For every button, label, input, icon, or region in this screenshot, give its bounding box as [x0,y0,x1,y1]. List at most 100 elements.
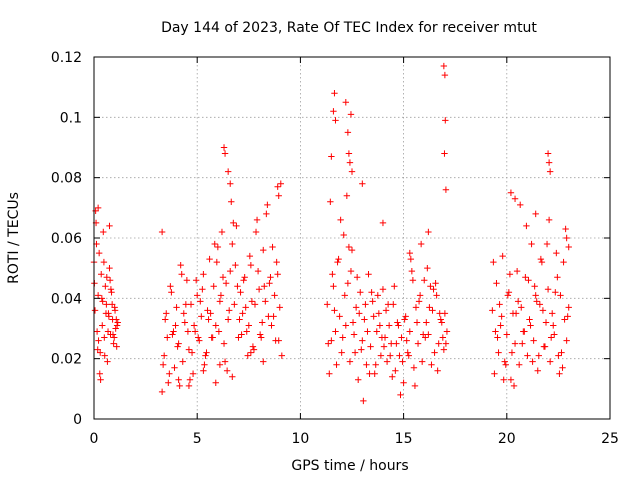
data-point [209,334,216,341]
data-point [440,346,448,353]
data-point [377,352,385,359]
data-point [405,352,412,359]
data-point [185,346,193,353]
data-point [210,283,217,290]
data-point [172,322,179,329]
data-point [545,159,553,166]
data-point [111,307,119,314]
data-point [107,286,115,293]
data-point [212,379,219,386]
data-point [277,180,284,187]
data-point [368,289,375,296]
data-point [101,352,108,359]
data-point [245,322,252,329]
data-point [160,352,168,359]
data-point [522,274,529,281]
data-point [401,316,408,323]
data-point [563,337,570,344]
data-point [267,274,274,281]
data-point [235,334,242,341]
data-point [175,376,182,383]
data-point [361,316,368,323]
data-point [244,352,251,359]
data-point [561,316,568,323]
data-point [332,117,339,124]
data-point [344,280,352,287]
data-point [233,222,240,230]
data-point [391,283,398,290]
data-point [358,346,365,353]
data-point [94,292,102,299]
data-point [216,298,224,305]
data-point [348,168,356,175]
data-point [442,340,450,347]
data-point [274,183,281,190]
data-point [340,231,347,239]
data-point [421,277,428,284]
data-point [360,397,367,405]
data-point [333,361,340,368]
data-point [196,337,203,344]
data-point [501,358,508,365]
data-point [532,292,539,299]
data-point [348,246,356,254]
data-point [342,322,350,329]
data-point [562,225,569,233]
data-point [236,316,243,323]
data-point [173,304,180,311]
data-point [364,328,371,335]
data-point [539,307,547,314]
data-point [335,255,342,263]
data-point [207,310,214,317]
data-point [497,322,504,329]
data-point [331,90,338,97]
data-point [227,180,234,187]
data-point [222,280,230,287]
data-point [175,340,182,347]
data-point [274,271,281,278]
data-point [262,298,269,305]
data-point [429,307,436,314]
data-point [278,352,286,359]
data-point [109,331,117,338]
data-point [507,189,515,196]
data-point [203,349,210,356]
data-point [513,267,521,275]
data-point [556,370,563,377]
data-point [104,328,112,335]
data-point [104,358,111,365]
data-point [399,358,406,365]
data-point [326,370,333,377]
data-point [113,322,121,329]
data-point [431,349,438,356]
data-point [441,71,449,79]
data-point [380,343,388,350]
data-point [273,258,280,266]
data-point [248,298,256,305]
data-point [526,316,533,323]
data-point [499,252,506,260]
data-point [500,376,507,383]
data-point [218,228,226,236]
data-point [560,258,567,266]
data-point [557,292,564,299]
data-point [200,271,207,278]
data-point [404,349,411,356]
data-point [504,292,512,299]
data-point [525,277,532,284]
data-point [441,150,448,157]
data-point [242,304,249,311]
x-tick-label: 5 [193,431,202,447]
data-point [229,373,236,380]
data-point [190,322,198,329]
data-point [159,361,167,368]
data-point [163,310,170,317]
data-point [354,376,362,383]
data-point [345,243,353,251]
data-point [359,180,366,187]
data-point [197,298,204,305]
data-point [395,322,402,329]
data-point [439,334,447,341]
data-point [169,331,176,338]
data-point [103,274,110,281]
